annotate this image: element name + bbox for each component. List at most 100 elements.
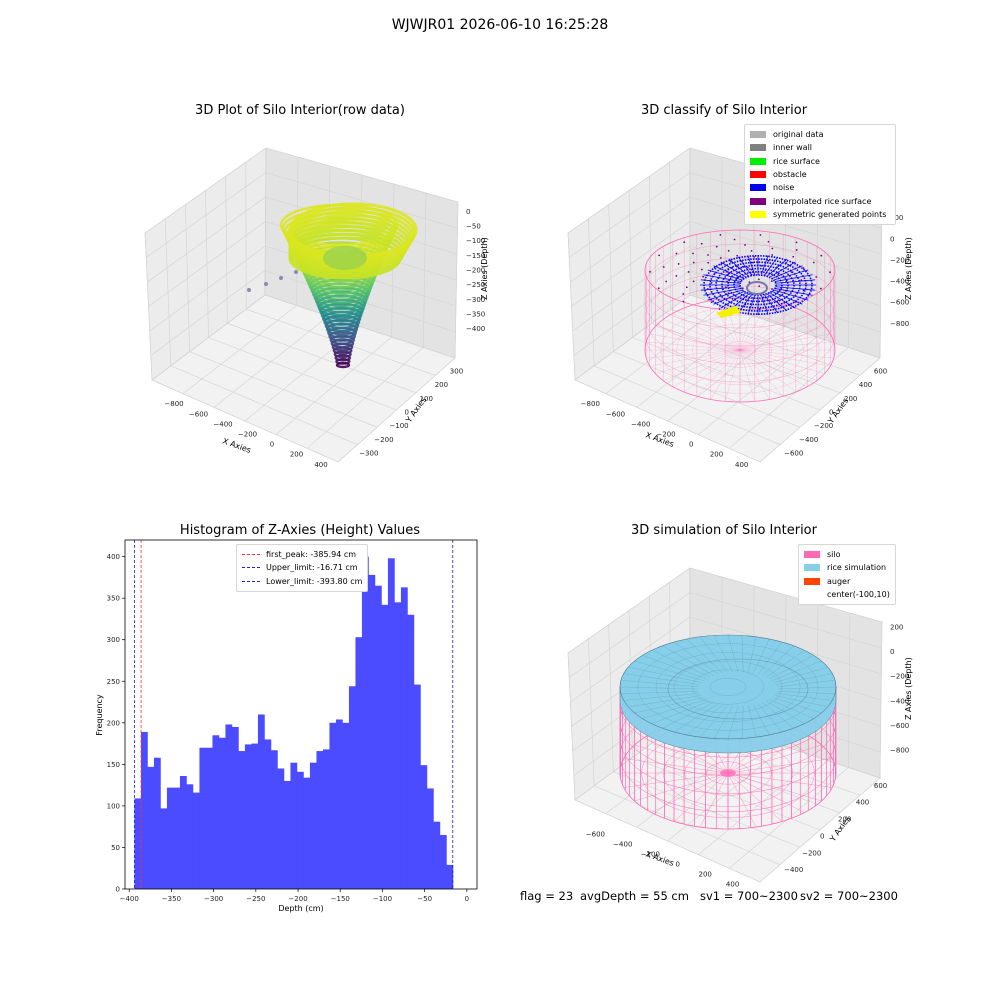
silo-ring xyxy=(619,667,837,776)
x-tick-label: −250 xyxy=(246,895,265,903)
interp-point xyxy=(710,282,713,284)
grid-line xyxy=(570,196,691,283)
interp-point xyxy=(763,274,766,277)
rice-mesh-line xyxy=(727,705,739,740)
noise-spoke xyxy=(760,294,769,315)
grid-line xyxy=(848,612,851,768)
tick-label: −200 xyxy=(656,431,675,439)
point-ring xyxy=(288,217,411,268)
silo-floor-spoke xyxy=(663,319,741,351)
tick-label: −800 xyxy=(164,400,183,408)
noise-ring xyxy=(715,261,801,309)
tick-label: −400 xyxy=(613,841,632,849)
silo-top-rim xyxy=(644,229,836,311)
grid-line xyxy=(574,294,691,381)
interp-point xyxy=(762,296,765,299)
noise-spoke xyxy=(769,261,796,278)
silo-center xyxy=(720,769,736,777)
grid-line xyxy=(573,270,691,356)
point-ring xyxy=(332,346,353,355)
point-ring xyxy=(297,245,383,277)
grid-line xyxy=(246,308,436,376)
tick-label: −200 xyxy=(814,422,833,430)
histogram-bar xyxy=(420,765,428,889)
rice-mesh-line xyxy=(741,705,744,739)
legend-item: noise xyxy=(750,181,890,194)
point-ring xyxy=(322,310,362,326)
grid-line xyxy=(651,323,841,393)
grid-line xyxy=(149,245,266,332)
grid-line xyxy=(150,270,266,356)
tick-label: −800 xyxy=(890,747,909,755)
grid-line xyxy=(570,616,691,703)
interp-point xyxy=(736,276,739,279)
plot4-title: 3D simulation of Silo Interior xyxy=(631,523,817,538)
histogram-vlines xyxy=(134,540,454,889)
interp-point xyxy=(771,247,774,250)
legend-item: first_peak: -385.94 cm xyxy=(242,548,362,561)
legend-label: silo xyxy=(827,550,841,560)
silo-floor-spoke xyxy=(739,349,770,400)
legend-item: obstacle xyxy=(750,168,890,181)
interp-point xyxy=(750,292,753,295)
grid-line xyxy=(151,294,266,381)
grid-line xyxy=(667,746,786,842)
rice-mesh-line xyxy=(776,693,833,701)
tick-label: 0 xyxy=(829,409,833,417)
legend-swatch xyxy=(804,551,820,559)
plot4-zlabel: Z Axies (Depth) xyxy=(904,657,913,720)
interp-point xyxy=(726,271,729,273)
tick-label: −400 xyxy=(784,866,803,874)
grid-line xyxy=(182,305,297,394)
silo-floor-spoke xyxy=(739,326,825,351)
legend-item: inner wall xyxy=(750,141,890,154)
rice-mesh-line xyxy=(753,704,770,736)
rice-surface xyxy=(619,634,837,740)
plot2-title: 3D classify of Silo Interior xyxy=(640,103,808,118)
x-tick-label: 0 xyxy=(465,895,469,903)
histogram-bar xyxy=(134,798,142,889)
grid-line xyxy=(649,176,652,324)
interp-point xyxy=(741,276,744,279)
legend-swatch xyxy=(242,567,260,569)
histogram-bar xyxy=(309,762,317,889)
rice-mesh-line xyxy=(777,686,837,690)
noise-spoke xyxy=(774,274,813,282)
legend-label: noise xyxy=(773,183,795,193)
grid-line xyxy=(628,610,633,758)
grid-line xyxy=(572,245,691,332)
silo-ring xyxy=(619,650,837,758)
silo-floor-spoke xyxy=(649,333,741,351)
plot4-panes xyxy=(567,567,883,883)
histogram-bar xyxy=(251,743,259,889)
interp-point xyxy=(750,273,753,276)
grid-line xyxy=(574,294,691,381)
silo-floor-ring xyxy=(662,739,793,807)
tick-label: 0 xyxy=(890,235,894,243)
grid-line xyxy=(264,294,456,359)
point-ring xyxy=(290,228,389,265)
interp-point xyxy=(760,264,763,267)
rice-dip-ring xyxy=(667,658,809,720)
point-ring xyxy=(334,354,352,362)
histogram-bar xyxy=(186,784,194,889)
rice-mesh-line xyxy=(748,636,757,673)
grid-line xyxy=(698,336,817,435)
point-ring xyxy=(314,290,368,311)
silo-floor-spoke xyxy=(696,303,741,351)
noise-spoke xyxy=(763,294,779,314)
interp-point xyxy=(702,275,705,278)
silo-floor-spoke xyxy=(696,349,741,397)
tick-label: 400 xyxy=(735,461,748,469)
silo-floor-spoke xyxy=(673,724,729,774)
grid-line xyxy=(689,221,882,281)
plot1-panes xyxy=(144,147,459,463)
silo-floor-spoke xyxy=(727,758,833,774)
grid-line xyxy=(608,204,614,352)
silo-floor-spoke xyxy=(739,341,834,351)
legend-swatch xyxy=(750,144,766,152)
histogram-bar xyxy=(160,808,168,889)
histogram-bar xyxy=(361,556,369,889)
tick-label: 0 xyxy=(405,409,409,417)
